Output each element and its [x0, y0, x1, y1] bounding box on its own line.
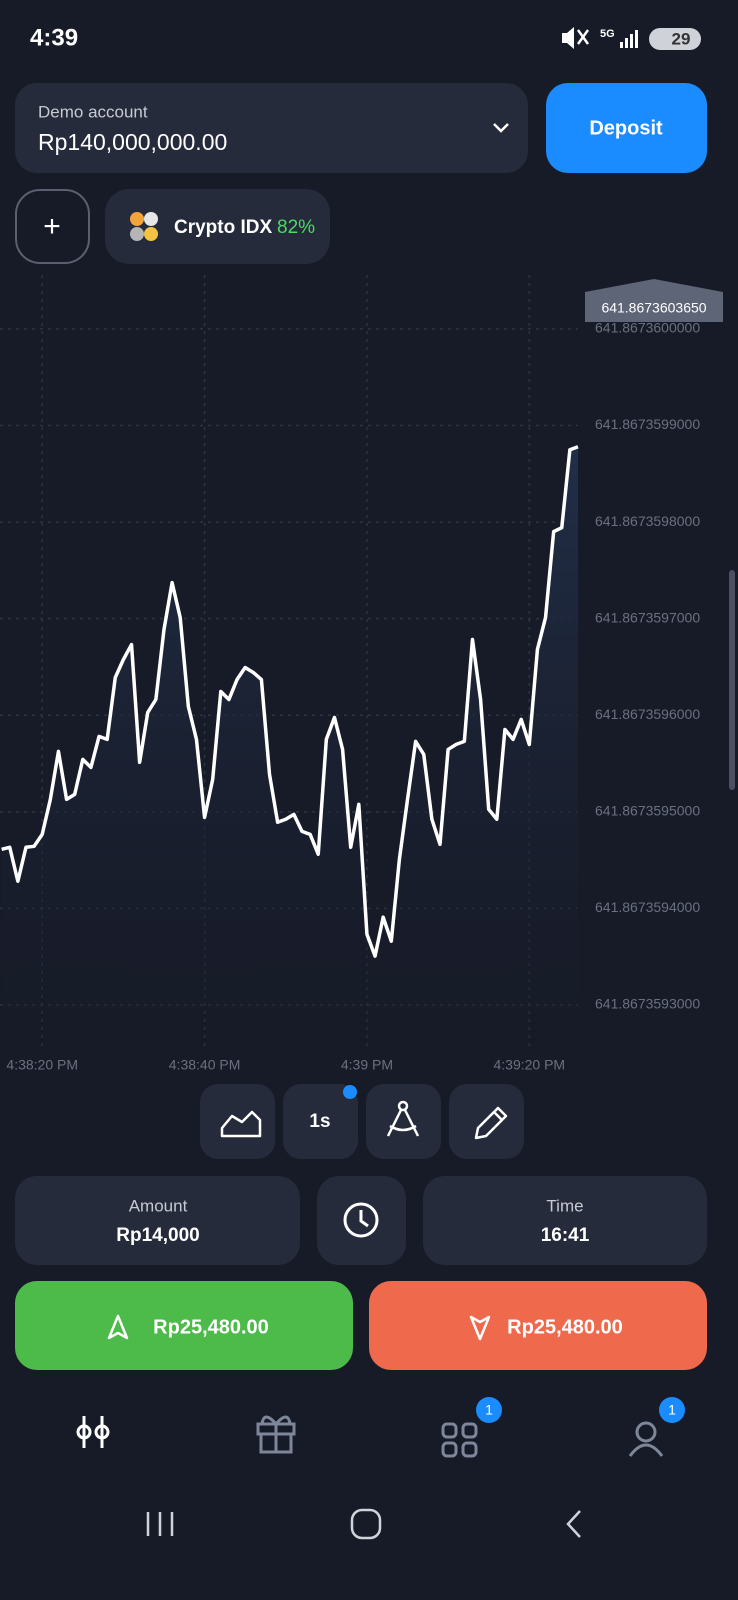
timeframe-dot	[343, 1085, 357, 1099]
amount-label: Amount	[129, 1196, 188, 1215]
badge-count: 1	[668, 1402, 676, 1418]
chevron-down	[493, 123, 509, 133]
x-tick-label: 4:39 PM	[341, 1057, 393, 1073]
up-arrow-icon	[107, 1314, 129, 1340]
badge	[659, 1397, 685, 1423]
battery-level: 29	[672, 29, 691, 48]
y-tick-label: 641.8673596000	[595, 706, 700, 722]
y-tick-label: 641.8673598000	[595, 513, 700, 529]
mute-icon	[562, 27, 590, 49]
asset-name: Crypto IDX	[174, 217, 273, 238]
chart-type-button[interactable]	[200, 1084, 275, 1159]
time-value: 16:41	[541, 1225, 590, 1246]
timeframe-label: 1s	[309, 1111, 330, 1132]
sell-button[interactable]	[369, 1281, 707, 1370]
sell-price: Rp25,480.00	[507, 1316, 623, 1338]
compass-icon	[386, 1100, 420, 1137]
y-tick-label: 641.8673599000	[595, 416, 700, 432]
amount-input[interactable]	[15, 1176, 300, 1265]
x-tick-label: 4:38:40 PM	[169, 1057, 241, 1073]
y-tick-label: 641.8673594000	[595, 899, 700, 915]
pencil-icon	[474, 1106, 508, 1140]
amount-value: Rp14,000	[116, 1225, 199, 1246]
badge-count: 1	[485, 1402, 493, 1418]
add-asset-button[interactable]	[15, 189, 90, 264]
battery-icon	[649, 28, 701, 50]
deposit-button[interactable]	[546, 83, 707, 173]
buy-price: Rp25,480.00	[153, 1316, 269, 1338]
buy-button[interactable]	[15, 1281, 353, 1370]
clock-icon	[343, 1202, 379, 1238]
asset-selector[interactable]	[105, 189, 330, 264]
home-button[interactable]	[350, 1508, 382, 1540]
badge	[476, 1397, 502, 1423]
gifts-tab[interactable]	[256, 1415, 296, 1454]
x-tick-label: 4:39:20 PM	[493, 1057, 565, 1073]
time-label: Time	[546, 1196, 583, 1215]
area-fill	[1, 446, 579, 1046]
network-type: 5G	[600, 28, 615, 40]
asset-icon	[130, 212, 158, 241]
add-asset-label: +	[43, 210, 61, 243]
account-selector[interactable]	[15, 83, 528, 173]
y-tick-label: 641.8673595000	[595, 803, 700, 819]
account-balance: Rp140,000,000.00	[38, 129, 227, 155]
price-chart: 641.8673600000 641.8673599000 641.86735980…	[0, 275, 700, 1073]
deposit-label: Deposit	[589, 117, 663, 139]
x-tick-label: 4:38:20 PM	[6, 1057, 78, 1073]
scroll-indicator	[729, 570, 735, 790]
back-button[interactable]	[566, 1510, 581, 1538]
price-tag	[585, 279, 723, 322]
status-time: 4:39	[30, 24, 78, 51]
price-tag-label: 641.8673603650	[601, 300, 706, 316]
time-input[interactable]	[423, 1176, 707, 1265]
y-tick-label: 641.8673597000	[595, 609, 700, 625]
down-arrow-icon	[469, 1315, 491, 1341]
y-tick-label: 641.8673593000	[595, 996, 700, 1012]
timeframe-button[interactable]	[283, 1084, 358, 1159]
drawing-button[interactable]	[449, 1084, 524, 1159]
account-label: Demo account	[38, 102, 148, 121]
price-line	[1, 445, 579, 958]
profile-tab[interactable]	[628, 1421, 664, 1457]
signal-icon	[620, 30, 638, 48]
recents-button[interactable]	[146, 1512, 174, 1536]
markets-tab[interactable]	[441, 1422, 478, 1458]
chart-type-icon	[220, 1110, 262, 1138]
indicators-button[interactable]	[366, 1084, 441, 1159]
y-tick-label: 641.8673600000	[595, 320, 700, 336]
asset-payout: 82%	[277, 217, 315, 238]
trade-tab[interactable]	[76, 1416, 110, 1448]
